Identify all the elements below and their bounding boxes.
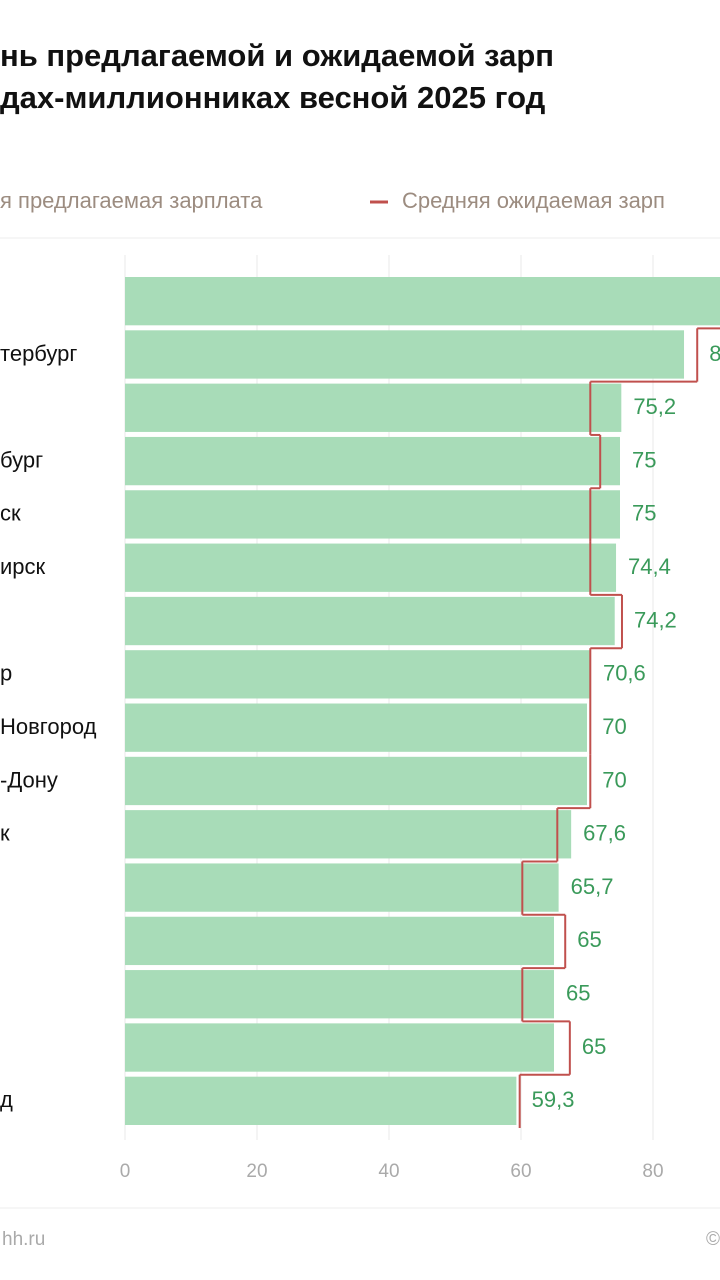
copyright: © xyxy=(706,1229,720,1250)
x-tick-label: 20 xyxy=(246,1161,267,1182)
value-label: 70 xyxy=(602,714,626,739)
value-label: 74,4 xyxy=(628,554,671,579)
x-tick-label: 0 xyxy=(120,1161,131,1182)
title-line: нь предлагаемой и ожидаемой зарп xyxy=(0,38,554,73)
category-label: ск xyxy=(0,501,21,526)
value-label: 75,2 xyxy=(633,394,676,419)
bar xyxy=(125,490,620,539)
category-label: д xyxy=(0,1087,13,1112)
bar xyxy=(125,1023,554,1072)
bar xyxy=(125,756,587,806)
legend-label: Средняя ожидаемая зарп xyxy=(402,188,665,213)
title-line: дах-миллионниках весной 2025 год xyxy=(0,80,546,115)
bar xyxy=(125,916,554,966)
bar xyxy=(125,970,554,1019)
value-label: 59,3 xyxy=(532,1087,575,1112)
value-label: 67,6 xyxy=(583,821,626,846)
bar xyxy=(125,810,572,859)
value-label: 70,6 xyxy=(603,661,646,686)
x-tick-label: 80 xyxy=(642,1161,663,1182)
x-tick-label: 40 xyxy=(378,1161,399,1182)
value-label: 70 xyxy=(602,767,626,792)
category-label: бург xyxy=(0,447,43,472)
value-label: 75 xyxy=(632,501,656,526)
bar xyxy=(125,863,559,912)
bar xyxy=(125,436,620,486)
value-label: 65 xyxy=(582,1034,606,1059)
legend-label: я предлагаемая зарплата xyxy=(0,188,263,213)
value-label: 65 xyxy=(577,927,601,952)
value-label: 84,7 xyxy=(709,341,720,366)
source: hh.ru xyxy=(2,1229,45,1250)
bar xyxy=(125,383,622,432)
bar xyxy=(125,543,617,592)
bar xyxy=(125,703,587,752)
category-label: ирск xyxy=(0,554,46,579)
bar xyxy=(125,650,591,699)
value-label: 75 xyxy=(632,447,656,472)
value-label: 65,7 xyxy=(571,874,614,899)
category-label: к xyxy=(0,821,10,846)
value-label: 74,2 xyxy=(634,607,677,632)
x-tick-label: 60 xyxy=(510,1161,531,1182)
value-label: 65 xyxy=(566,981,590,1006)
category-label: -Дону xyxy=(0,767,58,792)
bar xyxy=(125,596,615,646)
category-label: р xyxy=(0,661,12,686)
bar xyxy=(125,330,685,379)
bar xyxy=(125,277,720,326)
category-label: тербург xyxy=(0,341,77,366)
bar xyxy=(125,1076,517,1125)
category-label: Новгород xyxy=(0,714,97,739)
